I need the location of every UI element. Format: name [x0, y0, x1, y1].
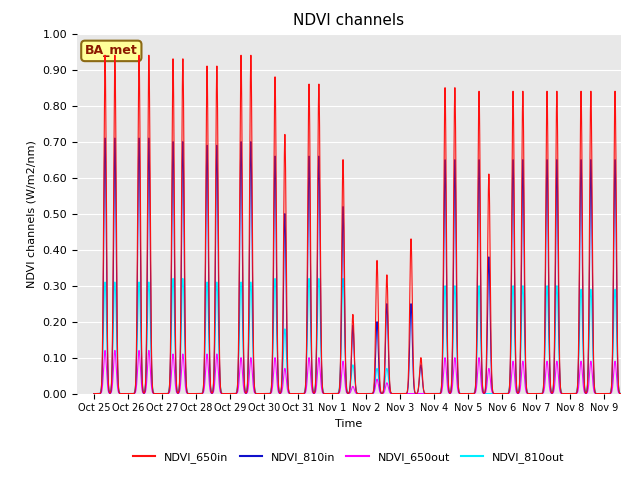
NDVI_810in [101, 135, 109, 141]
NDVI_650out [436, 391, 444, 396]
NDVI_810out [287, 391, 294, 396]
Legend: NDVI_650in, NDVI_810in, NDVI_650out, NDVI_810out: NDVI_650in, NDVI_810in, NDVI_650out, NDV… [129, 447, 569, 467]
NDVI_650in [634, 391, 640, 396]
NDVI_650out [412, 391, 420, 396]
Line: NDVI_810in: NDVI_810in [94, 138, 638, 394]
Title: NDVI channels: NDVI channels [293, 13, 404, 28]
NDVI_810in [287, 391, 294, 396]
NDVI_810in [117, 391, 125, 396]
NDVI_810out [90, 391, 98, 396]
NDVI_650in [493, 391, 501, 396]
NDVI_810in [436, 391, 444, 396]
NDVI_810out [522, 382, 530, 387]
NDVI_650in [90, 391, 98, 396]
NDVI_650in [117, 391, 125, 396]
NDVI_810out [493, 391, 501, 396]
NDVI_650in [287, 391, 294, 396]
NDVI_810out [436, 391, 444, 396]
NDVI_650in [436, 391, 444, 396]
NDVI_810out [117, 391, 125, 396]
Text: BA_met: BA_met [85, 44, 138, 58]
NDVI_650out [522, 389, 530, 395]
NDVI_810in [634, 391, 640, 396]
NDVI_810in [90, 391, 98, 396]
NDVI_810in [412, 391, 420, 396]
NDVI_650out [634, 391, 640, 396]
NDVI_810in [493, 391, 501, 396]
NDVI_650in [101, 52, 109, 58]
NDVI_650out [90, 391, 98, 396]
NDVI_650out [101, 348, 109, 353]
NDVI_810out [634, 391, 640, 396]
NDVI_650in [412, 391, 420, 396]
Y-axis label: NDVI channels (W/m2/nm): NDVI channels (W/m2/nm) [27, 140, 36, 288]
NDVI_650out [412, 391, 420, 396]
NDVI_650out [287, 391, 294, 396]
Line: NDVI_810out: NDVI_810out [94, 278, 638, 394]
X-axis label: Time: Time [335, 419, 362, 429]
NDVI_810out [169, 276, 177, 281]
NDVI_810out [412, 391, 420, 396]
Line: NDVI_650in: NDVI_650in [94, 55, 638, 394]
NDVI_650in [522, 380, 530, 385]
NDVI_650out [117, 391, 125, 396]
NDVI_650out [493, 391, 501, 396]
NDVI_810out [412, 391, 420, 396]
NDVI_810in [522, 382, 530, 388]
Line: NDVI_650out: NDVI_650out [94, 350, 638, 394]
